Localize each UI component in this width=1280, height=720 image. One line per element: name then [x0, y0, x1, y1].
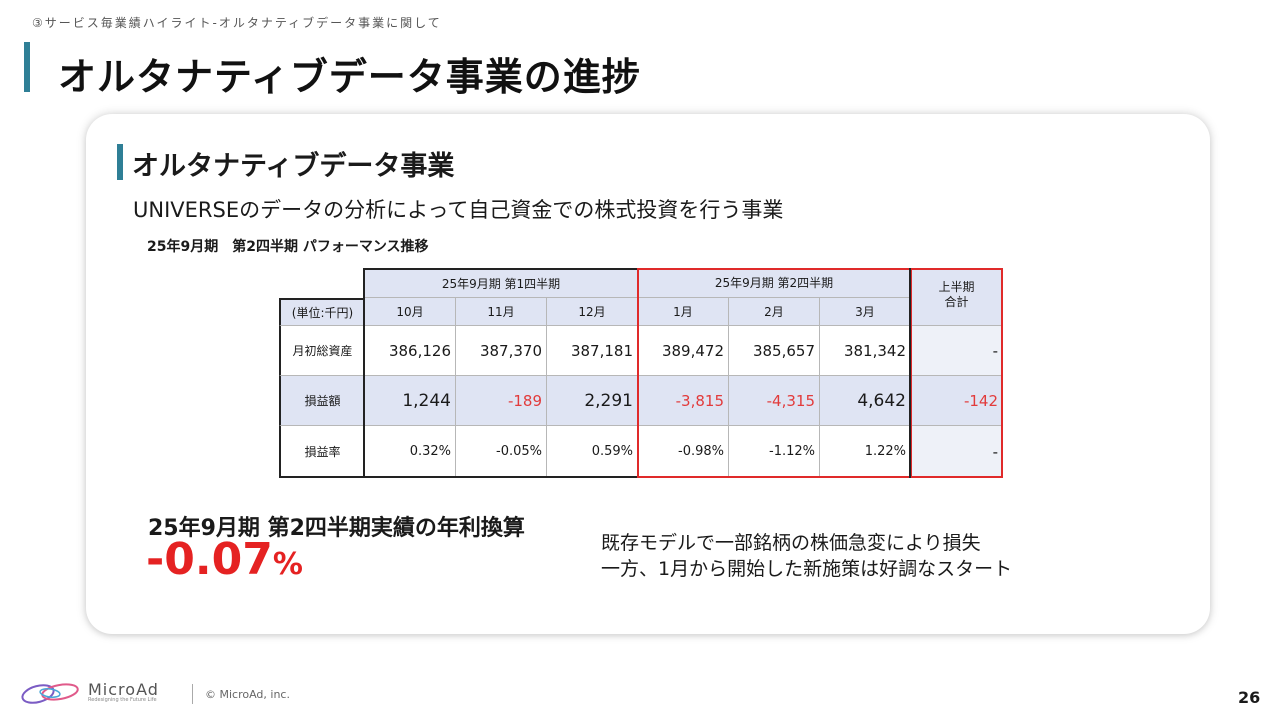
table-cell: 1,244 — [365, 376, 456, 426]
table-cell-total: - — [911, 326, 1003, 376]
section-accent-bar — [117, 144, 123, 180]
section-description: UNIVERSEのデータの分析によって自己資金での株式投資を行う事業 — [133, 198, 784, 222]
table-cell: 389,472 — [638, 326, 729, 376]
table-cell: -1.12% — [729, 426, 820, 478]
table-cell: 385,657 — [729, 326, 820, 376]
table-cell: -0.98% — [638, 426, 729, 478]
footer-divider — [192, 684, 193, 704]
annualized-value: -0.07% — [146, 538, 303, 582]
table-cell: -0.05% — [456, 426, 547, 478]
table-cell: 2,291 — [547, 376, 638, 426]
logo-tagline: Redesigning the Future Life — [88, 697, 157, 703]
microad-logo-icon — [20, 680, 82, 710]
logo-text: MicroAd — [88, 680, 159, 699]
page-title: オルタナティブデータ事業の進捗 — [58, 55, 641, 99]
table-cell: 4,642 — [820, 376, 911, 426]
content-card — [86, 114, 1210, 634]
comment: 既存モデルで一部銘柄の株価急変により損失 一方、1月から開始した新施策は好調なス… — [601, 530, 1012, 582]
month-header: 2月 — [729, 298, 820, 326]
performance-table: 25年9月期 第1四半期 25年9月期 第2四半期 上半期 合計 (単位:千円)… — [279, 268, 1003, 478]
total-header: 上半期 合計 — [911, 268, 1003, 326]
row-label-profit: 損益額 — [279, 376, 365, 426]
table-cell: 1.22% — [820, 426, 911, 478]
comment-line: 既存モデルで一部銘柄の株価急変により損失 — [601, 532, 981, 554]
table-cell: 386,126 — [365, 326, 456, 376]
table-cell: -3,815 — [638, 376, 729, 426]
group-header-q1: 25年9月期 第1四半期 — [365, 268, 638, 298]
copyright: © MicroAd, inc. — [205, 688, 290, 701]
annualized-label: 25年9月期 第2四半期実績の年利換算 — [148, 516, 525, 541]
table-cell: -4,315 — [729, 376, 820, 426]
row-label-rate: 損益率 — [279, 426, 365, 478]
page-number: 26 — [1238, 688, 1261, 707]
unit-label: (単位:千円) — [279, 298, 365, 326]
table-cell: -189 — [456, 376, 547, 426]
table-cell: 387,370 — [456, 326, 547, 376]
title-accent-bar — [24, 42, 30, 92]
table-cell: 0.59% — [547, 426, 638, 478]
table-caption: 25年9月期 第2四半期 パフォーマンス推移 — [147, 239, 429, 255]
month-header: 12月 — [547, 298, 638, 326]
month-header: 1月 — [638, 298, 729, 326]
annualized-number: -0.07 — [146, 534, 273, 585]
breadcrumb: ③サービス毎業績ハイライト-オルタナティブデータ事業に関して — [32, 16, 442, 30]
group-header-q2: 25年9月期 第2四半期 — [638, 268, 911, 298]
table-cell-total: - — [911, 426, 1003, 478]
month-header: 3月 — [820, 298, 911, 326]
month-header: 10月 — [365, 298, 456, 326]
table-cell: 381,342 — [820, 326, 911, 376]
table-cell: 387,181 — [547, 326, 638, 376]
row-label-assets: 月初総資産 — [279, 326, 365, 376]
month-header: 11月 — [456, 298, 547, 326]
table-cell-total: -142 — [911, 376, 1003, 426]
section-title: オルタナティブデータ事業 — [132, 151, 455, 182]
annualized-unit: % — [272, 547, 303, 582]
comment-line: 一方、1月から開始した新施策は好調なスタート — [601, 558, 1013, 580]
table-cell: 0.32% — [365, 426, 456, 478]
